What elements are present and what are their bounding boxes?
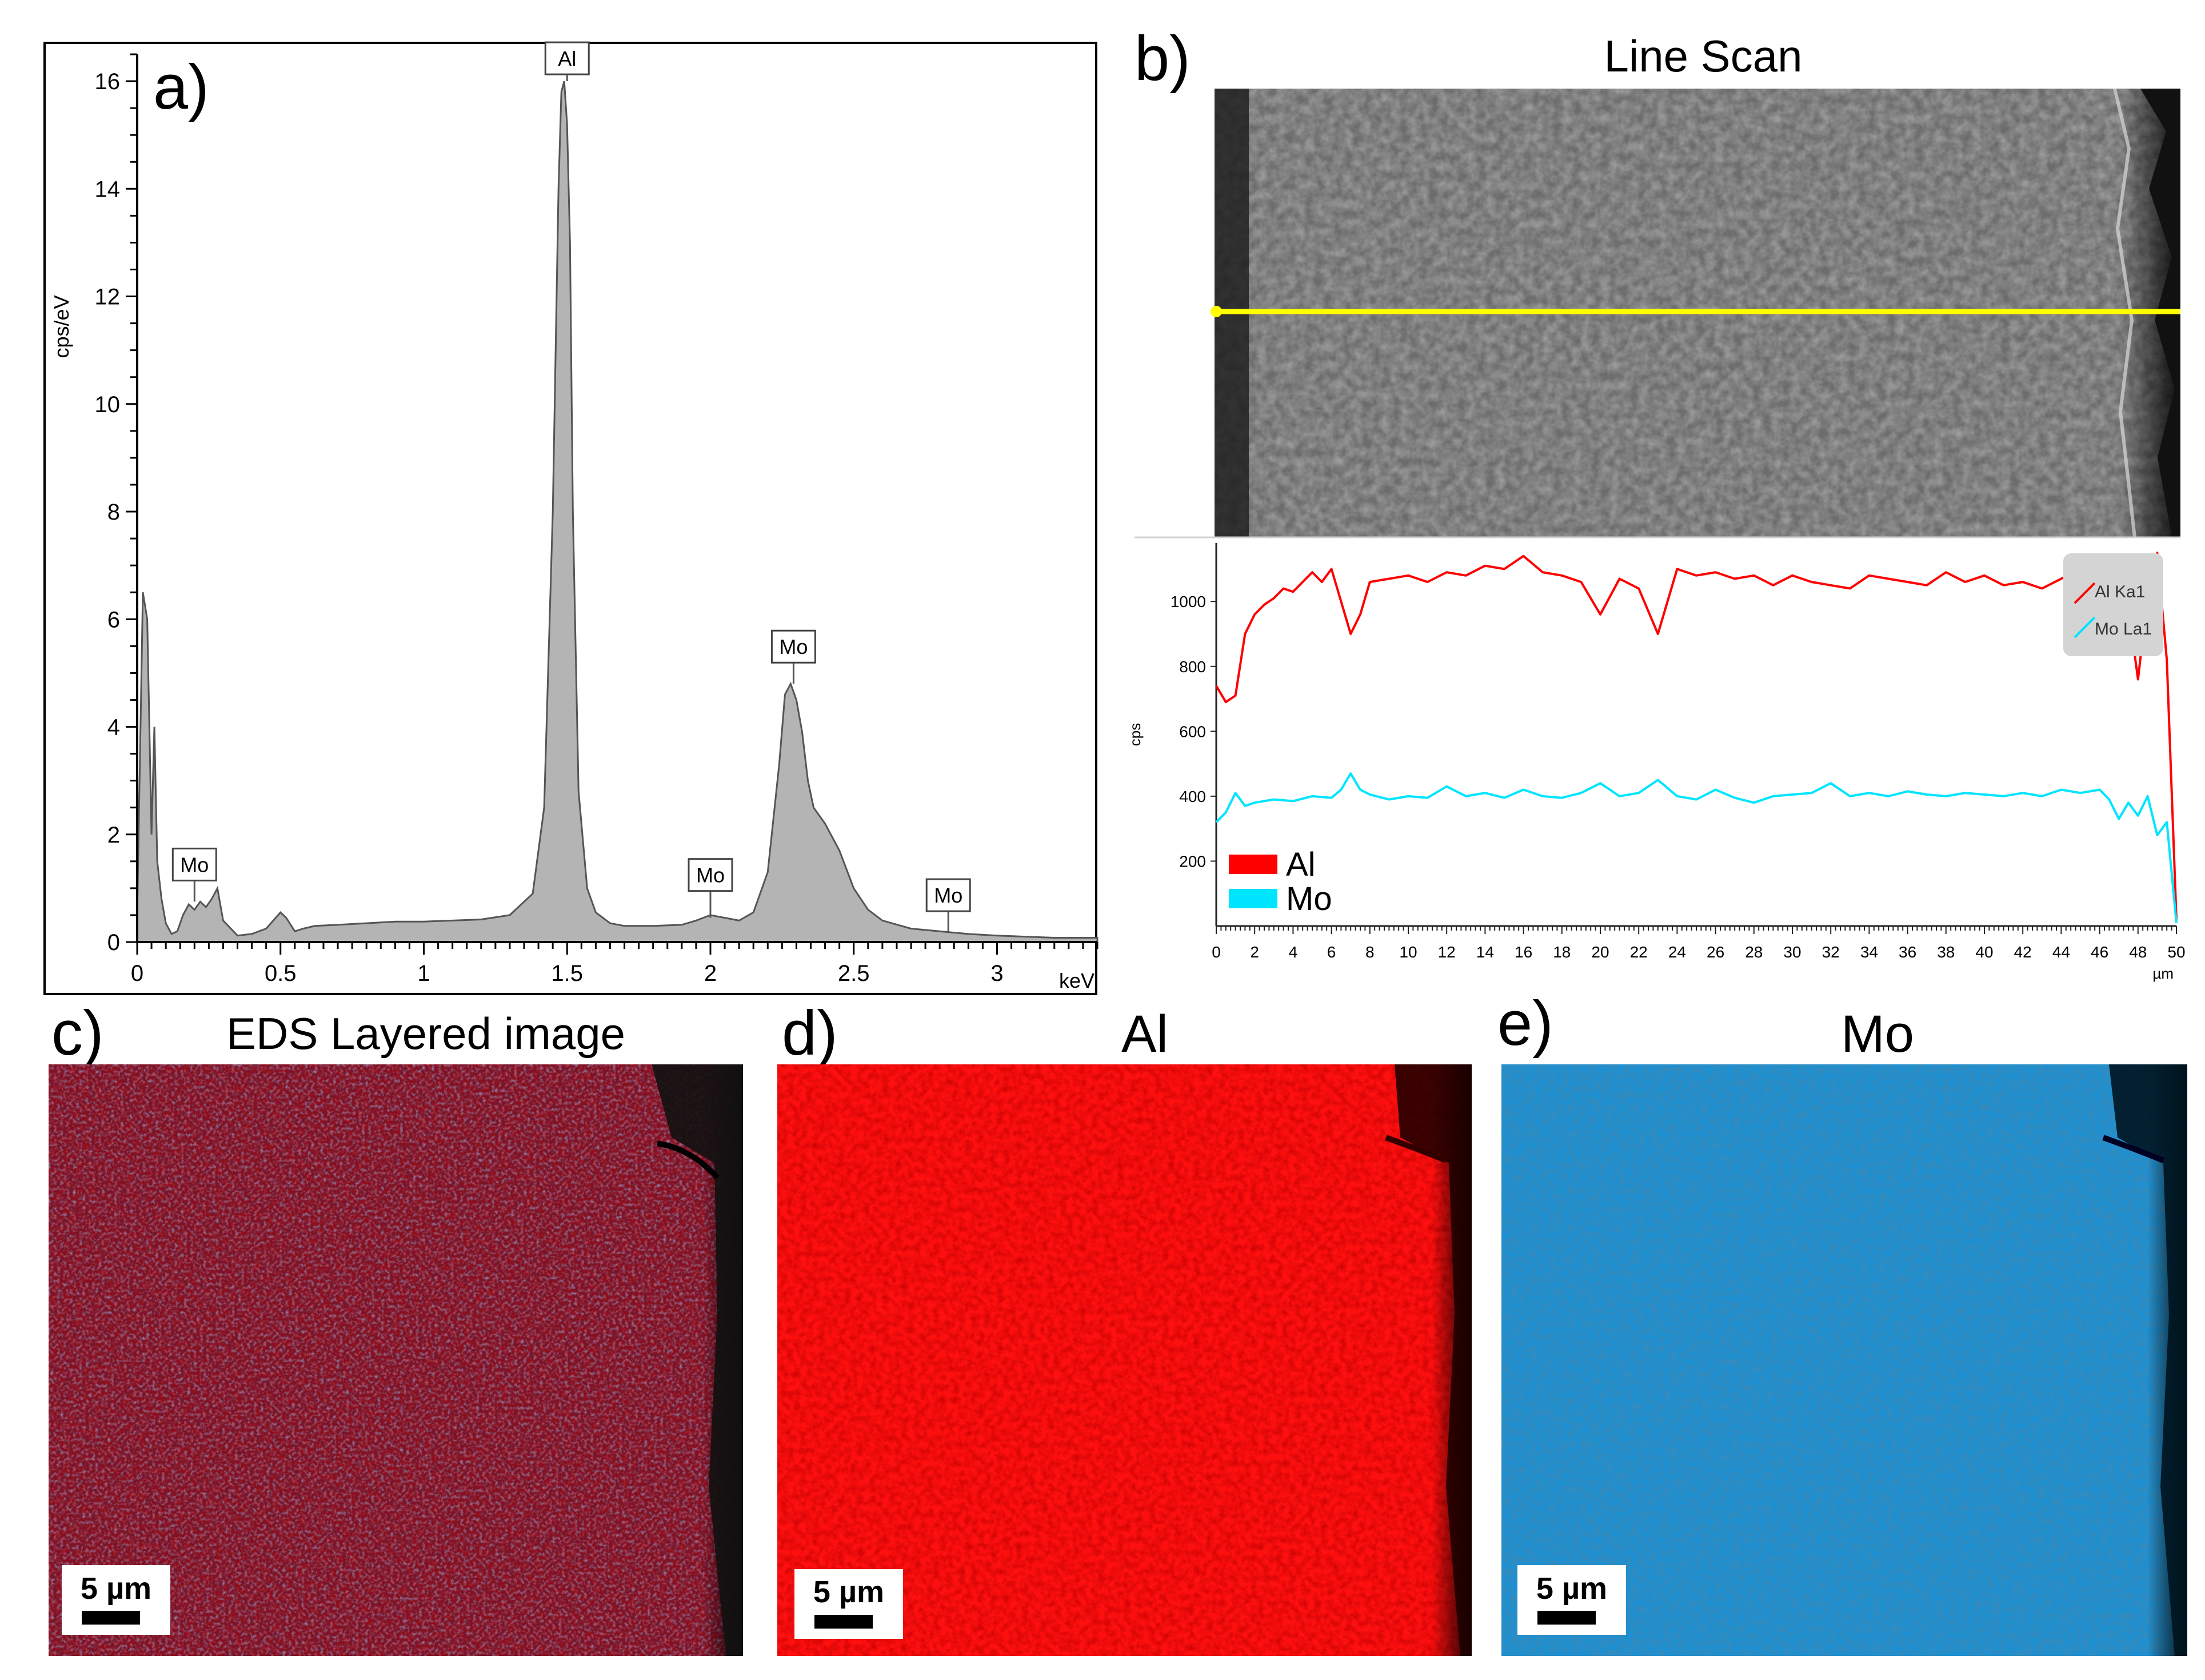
- panel-c: c) EDS Layered image 5 µm: [49, 998, 743, 1656]
- y-tick-label: 800: [1179, 658, 1206, 676]
- legend-al-swatch: [1229, 855, 1277, 874]
- y-tick-label: 600: [1179, 723, 1206, 740]
- x-tick-label: 26: [1707, 943, 1724, 961]
- x-tick-label: 14: [1476, 943, 1494, 961]
- x-tick-label: 18: [1553, 943, 1571, 961]
- peak-label-box: [925, 878, 971, 912]
- y-tick-label: 10: [95, 392, 121, 417]
- x-tick-label: 40: [1975, 943, 1993, 961]
- x-tick-label: 6: [1327, 943, 1336, 961]
- x-tick-label: 1: [417, 961, 430, 986]
- peak-label: Mo: [934, 884, 962, 907]
- panel-b: b) Line Scan 0 2 4 6 8 10 12 14 16 18 20 22 24 26 28 30…: [1127, 23, 2186, 989]
- scalebar-e-label: 5 µm: [1536, 1571, 1607, 1606]
- peak-label-box: [770, 629, 816, 664]
- inset-legend: Al Ka1 Mo La1: [2063, 553, 2163, 656]
- panel-d-letter: d): [782, 998, 838, 1068]
- panel-c-letter: c): [51, 998, 104, 1068]
- y-tick-label: 6: [107, 607, 120, 632]
- panel-e: e) Mo 5 µm: [1497, 988, 2187, 1656]
- scalebar-d-label: 5 µm: [813, 1575, 884, 1609]
- x-tick-label: 16: [1515, 943, 1532, 961]
- x-tick-label: 50: [2167, 943, 2185, 961]
- legend-mo-swatch: [1229, 889, 1277, 908]
- y-axis-label: cps: [1127, 723, 1144, 746]
- panel-d: d) Al 5 µm: [777, 998, 1472, 1656]
- x-tick-label: 2.5: [838, 961, 870, 986]
- x-tick-label: 36: [1899, 943, 1916, 961]
- y-tick-label: 0: [107, 930, 120, 955]
- x-tick-label: 22: [1630, 943, 1648, 961]
- inset-legend-al: Al Ka1: [2095, 582, 2145, 601]
- panel-d-title: Al: [1121, 1005, 1168, 1063]
- scalebar-d: 5 µm: [794, 1569, 903, 1639]
- panel-e-title: Mo: [1841, 1005, 1914, 1063]
- x-tick-label: 48: [2129, 943, 2147, 961]
- x-tick-label: 34: [1860, 943, 1878, 961]
- panel-a: 0 2 4 6 8 10 12 14 16 0 0.5 1 1.5 2 2.5 3 keV cps/eV Al Mo M…: [43, 41, 1098, 995]
- peak-label-box: [171, 847, 217, 881]
- y-tick-label: 200: [1179, 852, 1206, 870]
- peak-label: Mo: [180, 853, 209, 876]
- y-axis-label: cps/eV: [50, 295, 73, 358]
- x-tick-label: 0: [1212, 943, 1221, 961]
- x-tick-label: 32: [1822, 943, 1840, 961]
- y-tick-label: 12: [95, 285, 121, 310]
- x-tick-label: 0: [131, 961, 143, 986]
- panel-c-title: EDS Layered image: [226, 1008, 625, 1059]
- peak-label: Mo: [779, 635, 808, 659]
- y-tick-label: 1000: [1171, 593, 1206, 610]
- peak-label-box: [688, 858, 733, 892]
- spectrum-area: [136, 81, 1098, 943]
- y-tick-label: 14: [95, 177, 121, 202]
- y-tick-label: 2: [107, 823, 120, 848]
- x-tick-label: 20: [1591, 943, 1609, 961]
- y-tick-label: 8: [107, 500, 120, 525]
- y-tick-label: 4: [107, 715, 120, 740]
- panel-e-letter: e): [1497, 988, 1553, 1059]
- x-tick-label: 4: [1289, 943, 1298, 961]
- x-tick-label: 28: [1745, 943, 1763, 961]
- x-tick-label: 2: [1250, 943, 1259, 961]
- al-map: [777, 1064, 1472, 1656]
- scan-line-start-marker: [1211, 306, 1222, 317]
- panel-b-letter: b): [1135, 23, 1191, 94]
- x-tick-label: 42: [2014, 943, 2032, 961]
- scalebar-c-label: 5 µm: [81, 1571, 151, 1606]
- panel-a-letter: a): [153, 52, 209, 122]
- line-scan-chart: 0 2 4 6 8 10 12 14 16 18 20 22 24 26 28 30 32 34 36 38 40 42 4…: [1127, 543, 2186, 982]
- x-tick-label: 10: [1399, 943, 1417, 961]
- x-axis-label: µm: [2152, 965, 2174, 982]
- series-line-mo: [1215, 772, 2178, 923]
- spectrum-chart: 0 2 4 6 8 10 12 14 16 0 0.5 1 1.5 2 2.5 3 keV cps/eV Al Mo M…: [50, 41, 1098, 992]
- legend-mo-label: Mo: [1286, 880, 1332, 917]
- x-tick-label: 30: [1783, 943, 1801, 961]
- x-tick-label: 2: [704, 961, 717, 986]
- profile-plot-frame: [1135, 537, 2180, 989]
- y-tick-label: 16: [95, 69, 121, 94]
- scalebar-c: 5 µm: [62, 1565, 170, 1635]
- x-tick-label: 8: [1365, 943, 1375, 961]
- x-tick-label: 24: [1668, 943, 1686, 961]
- x-tick-label: 38: [1937, 943, 1955, 961]
- x-axis-label: keV: [1059, 969, 1094, 992]
- legend-al-label: Al: [1286, 846, 1316, 883]
- y-tick-label: 400: [1179, 788, 1206, 805]
- x-tick-label: 44: [2052, 943, 2070, 961]
- panel-b-title: Line Scan: [1604, 31, 1803, 81]
- series-line-al: [1215, 552, 2178, 920]
- peak-label-box: [544, 41, 590, 75]
- layered-map: [49, 1064, 743, 1656]
- x-tick-label: 12: [1438, 943, 1456, 961]
- x-tick-label: 1.5: [551, 961, 583, 986]
- legend: Al Mo: [1229, 846, 1332, 917]
- scalebar-e: 5 µm: [1517, 1565, 1626, 1635]
- peak-label: Al: [558, 47, 576, 70]
- inset-legend-mo: Mo La1: [2095, 620, 2152, 639]
- x-tick-label: 46: [2091, 943, 2108, 961]
- mo-map: [1501, 1064, 2187, 1656]
- x-tick-label: 0.5: [265, 961, 297, 986]
- x-tick-label: 3: [990, 961, 1003, 986]
- peak-label: Mo: [696, 864, 725, 887]
